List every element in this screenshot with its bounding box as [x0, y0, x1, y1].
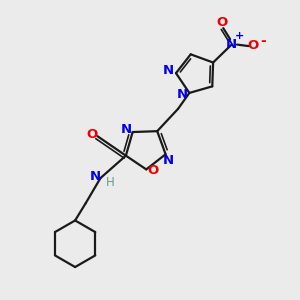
Text: O: O — [247, 39, 258, 52]
Text: O: O — [86, 128, 98, 141]
Text: O: O — [147, 164, 158, 177]
Text: N: N — [177, 88, 188, 101]
Text: N: N — [163, 64, 174, 77]
Text: N: N — [121, 123, 132, 136]
Text: O: O — [216, 16, 227, 29]
Text: -: - — [260, 34, 266, 48]
Text: N: N — [90, 170, 101, 183]
Text: H: H — [106, 176, 114, 189]
Text: N: N — [226, 38, 237, 51]
Text: N: N — [163, 154, 174, 167]
Text: +: + — [236, 31, 244, 41]
